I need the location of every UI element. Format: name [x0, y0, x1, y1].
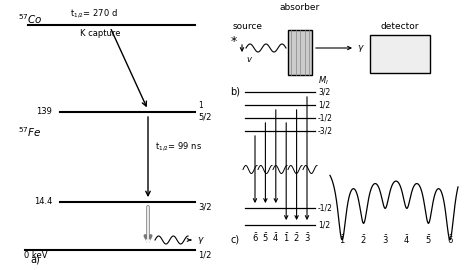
Text: $\gamma$: $\gamma$ [357, 43, 365, 55]
Text: $\bar{2}$: $\bar{2}$ [293, 232, 300, 244]
Text: $\bar{6}$: $\bar{6}$ [252, 232, 259, 244]
Bar [370, 35, 430, 73]
Text: 3/2: 3/2 [198, 203, 212, 212]
Text: b): b) [230, 87, 240, 97]
Text: 1/2: 1/2 [198, 251, 212, 260]
Text: K capture: K capture [80, 29, 120, 38]
Text: -1/2: -1/2 [318, 204, 333, 212]
Text: 3/2: 3/2 [318, 87, 330, 96]
Text: $\gamma$: $\gamma$ [197, 235, 205, 247]
Text: $\bar{3}$: $\bar{3}$ [382, 234, 389, 247]
Text: $\bar{5}$: $\bar{5}$ [262, 232, 269, 244]
Text: source: source [233, 22, 263, 31]
Text: a): a) [30, 254, 40, 264]
Text: $\bar{1}$: $\bar{1}$ [339, 234, 345, 247]
Text: -1/2: -1/2 [318, 113, 333, 123]
Text: $M_I$: $M_I$ [318, 75, 329, 87]
Text: 5/2: 5/2 [198, 113, 212, 122]
Text: v: v [246, 55, 251, 64]
Text: 1: 1 [198, 101, 203, 110]
Text: detector: detector [381, 22, 419, 31]
Text: $\bar{4}$: $\bar{4}$ [404, 234, 410, 247]
Text: 1/2: 1/2 [318, 221, 330, 229]
Text: *: * [231, 35, 237, 49]
Text: $\bar{5}$: $\bar{5}$ [425, 234, 432, 247]
Bar [288, 30, 312, 75]
Text: t$_{1/2}$= 270 d: t$_{1/2}$= 270 d [70, 7, 118, 20]
Text: $\bar{1}$: $\bar{1}$ [283, 232, 290, 244]
Text: -3/2: -3/2 [318, 127, 333, 136]
Text: $\bar{6}$: $\bar{6}$ [446, 234, 453, 247]
Text: $^{57}$Co: $^{57}$Co [18, 12, 42, 26]
Text: 0 keV: 0 keV [24, 251, 47, 260]
Text: absorber: absorber [280, 3, 320, 12]
Text: c): c) [230, 234, 239, 244]
Text: $\bar{4}$: $\bar{4}$ [272, 232, 279, 244]
Text: 1/2: 1/2 [318, 100, 330, 110]
Text: $\bar{3}$: $\bar{3}$ [304, 232, 310, 244]
Text: $^{57}$Fe: $^{57}$Fe [18, 125, 41, 139]
Text: 139: 139 [36, 107, 52, 116]
Text: 14.4: 14.4 [33, 197, 52, 207]
Text: t$_{1/2}$= 99 ns: t$_{1/2}$= 99 ns [155, 141, 202, 153]
Text: $\bar{2}$: $\bar{2}$ [360, 234, 367, 247]
